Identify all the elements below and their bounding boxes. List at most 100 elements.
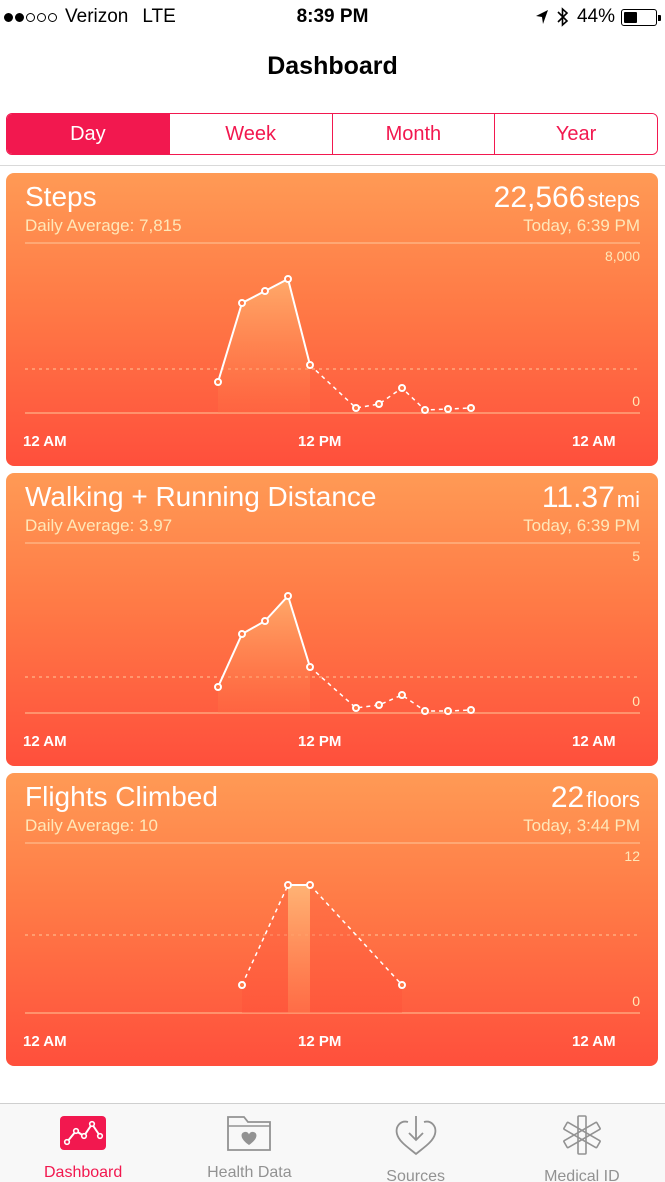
bluetooth-icon (557, 7, 569, 27)
page-title: Dashboard (267, 52, 398, 80)
value-unit: mi (616, 487, 640, 512)
y-axis-max-label: 5 (632, 548, 640, 564)
health-folder-icon (225, 1114, 273, 1152)
status-left: Verizon LTE (4, 6, 176, 28)
segment-month[interactable]: Month (332, 114, 496, 154)
daily-average: Daily Average: 7,815 (25, 216, 182, 235)
data-point (284, 592, 292, 600)
flights-dashed-line (241, 884, 289, 986)
data-point (261, 287, 269, 295)
tab-label: Dashboard (43, 1164, 123, 1181)
network-type: LTE (142, 6, 176, 27)
data-point (306, 663, 314, 671)
x-axis-label-mid: 12 PM (298, 733, 342, 750)
steps-chart (25, 242, 640, 414)
tab-medical-id[interactable]: Medical ID (499, 1104, 665, 1182)
card-title: Flights Climbed (25, 781, 218, 812)
card-title: Steps (25, 181, 97, 212)
carrier-name: Verizon (65, 6, 129, 27)
x-axis-label-start: 12 AM (23, 1033, 67, 1050)
y-axis-max-label: 8,000 (604, 248, 640, 264)
walking-running-card[interactable]: Walking + Running Distance Daily Average… (6, 473, 658, 766)
flights-dashed-line (309, 884, 403, 986)
data-point (284, 881, 292, 889)
battery-level (624, 11, 637, 23)
distance-chart (25, 542, 640, 715)
card-value: 11.37mi (542, 481, 640, 515)
x-axis-label-end: 12 AM (572, 733, 616, 750)
data-point (467, 404, 475, 412)
segment-week[interactable]: Week (169, 114, 333, 154)
battery-icon (621, 8, 661, 26)
data-point (261, 617, 269, 625)
steps-card[interactable]: Steps Daily Average: 7,815 22,566steps T… (6, 173, 658, 466)
data-point (375, 701, 383, 709)
medical-star-icon (558, 1114, 606, 1156)
signal-strength-icon (4, 12, 59, 22)
x-axis-label-mid: 12 PM (298, 433, 342, 450)
y-axis-min-label: 0 (632, 993, 640, 1009)
data-point (398, 981, 406, 989)
value-number: 22,566 (493, 181, 586, 214)
card-value: 22floors (551, 781, 640, 815)
data-point (421, 406, 429, 414)
battery-percent: 44% (576, 6, 615, 27)
daily-average: Daily Average: 10 (25, 816, 158, 835)
data-point (375, 400, 383, 408)
data-point (467, 706, 475, 714)
segment-day[interactable]: Day (7, 114, 170, 154)
y-axis-max-label: 12 (624, 848, 640, 864)
card-title: Walking + Running Distance (25, 481, 377, 512)
distance-area (218, 596, 310, 713)
updated-time: Today, 3:44 PM (523, 816, 640, 835)
data-point (214, 683, 222, 691)
distance-points (214, 592, 475, 715)
segment-year[interactable]: Year (495, 114, 657, 154)
data-point (421, 707, 429, 715)
value-unit: floors (586, 787, 640, 812)
y-axis-min-label: 0 (632, 393, 640, 409)
status-time: 8:39 PM (296, 6, 369, 27)
tab-health-data[interactable]: Health Data (166, 1104, 332, 1182)
steps-area (218, 279, 310, 413)
value-number: 22 (550, 781, 585, 814)
header-divider (0, 165, 665, 166)
flights-chart (25, 842, 640, 1014)
value-unit: steps (587, 187, 640, 212)
signal-dot (4, 12, 13, 22)
battery-tip (658, 14, 661, 21)
tab-label: Medical ID (544, 1168, 620, 1182)
data-point (238, 981, 246, 989)
tab-label: Sources (386, 1168, 445, 1182)
data-point (352, 704, 360, 712)
flights-bar (288, 885, 310, 1013)
flights-climbed-card[interactable]: Flights Climbed Daily Average: 10 22floo… (6, 773, 658, 1066)
location-arrow-icon (535, 10, 548, 24)
signal-dot (26, 12, 35, 22)
x-axis-label-end: 12 AM (572, 433, 616, 450)
tab-label: Health Data (207, 1164, 292, 1181)
daily-average: Daily Average: 3.97 (25, 516, 173, 535)
data-point (352, 404, 360, 412)
updated-time: Today, 6:39 PM (523, 216, 640, 235)
tab-bar: Dashboard Health Data Sources (0, 1103, 665, 1182)
x-axis-label-mid: 12 PM (298, 1033, 342, 1050)
status-bar: Verizon LTE 8:39 PM 44% (0, 0, 665, 36)
data-point (398, 384, 406, 392)
y-axis-min-label: 0 (632, 693, 640, 709)
status-right: 44% (535, 6, 661, 28)
flights-area (242, 885, 402, 1013)
data-point (444, 405, 452, 413)
data-point (214, 378, 222, 386)
data-point (444, 707, 452, 715)
tab-sources[interactable]: Sources (333, 1104, 499, 1182)
data-point (306, 881, 314, 889)
data-point (238, 630, 246, 638)
tab-dashboard[interactable]: Dashboard (0, 1104, 166, 1182)
steps-dashed-line (309, 364, 472, 411)
value-number: 11.37 (541, 481, 615, 514)
card-value: 22,566steps (494, 181, 640, 215)
steps-points (214, 275, 475, 414)
signal-dot (15, 12, 24, 22)
period-segmented-control: Day Week Month Year (6, 113, 658, 155)
